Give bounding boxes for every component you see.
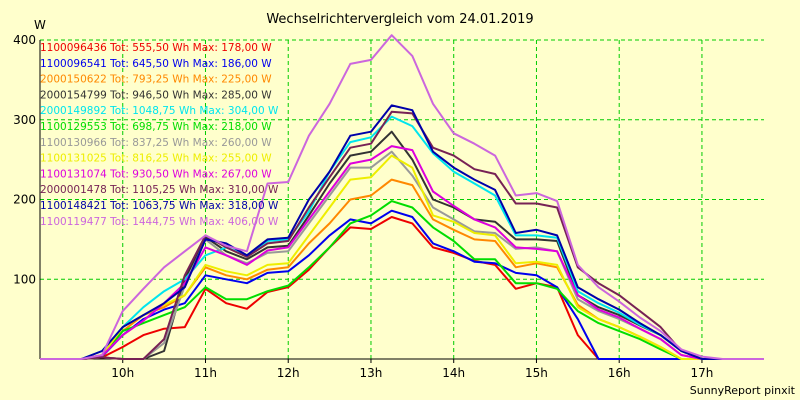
y-tick-label: 100 (13, 272, 36, 286)
legend: 1100096436 Tot: 555,50 Wh Max: 178,00 W 1… (40, 42, 279, 228)
legend-entry: 1100131074 Tot: 930,50 Wh Max: 267,00 W (40, 168, 272, 180)
x-tick-label: 10h (111, 366, 134, 380)
x-tick-label: 14h (442, 366, 465, 380)
legend-entry: 2000154799 Tot: 946,50 Wh Max: 285,00 W (40, 89, 272, 101)
series-line-2000001478 (40, 110, 764, 360)
x-tick-label: 11h (194, 366, 217, 380)
y-tick-labels: 100 200 300 400 (13, 33, 36, 286)
x-tick-labels: 10h 11h 12h 13h 14h 15h 16h 17h (111, 366, 713, 380)
legend-entry: 1100131025 Tot: 816,25 Wh Max: 255,00 W (40, 153, 272, 165)
legend-entry: 1100130966 Tot: 837,25 Wh Max: 260,00 W (40, 137, 272, 149)
series-line-1100096436 (40, 216, 764, 360)
series-lines (40, 34, 764, 360)
series-line-1100129553 (40, 200, 764, 360)
legend-entry: 1100129553 Tot: 698,75 Wh Max: 218,00 W (40, 121, 272, 133)
y-tick-label: 400 (13, 33, 36, 47)
x-tick-label: 12h (277, 366, 300, 380)
series-line-1100096541 (40, 209, 764, 360)
legend-entry: 1100119477 Tot: 1444,75 Wh Max: 406,00 W (40, 216, 279, 228)
y-tick-label: 200 (13, 193, 36, 207)
grid-lines (40, 39, 764, 363)
footer-credit: SunnyReport pinxit (690, 384, 796, 397)
x-tick-label: 15h (525, 366, 548, 380)
legend-entry: 2000149892 Tot: 1048,75 Wh Max: 304,00 W (40, 105, 279, 117)
y-tick-label: 300 (13, 113, 36, 127)
x-tick-label: 13h (360, 366, 383, 380)
x-tick-label: 17h (691, 366, 714, 380)
series-line-1100119477 (40, 34, 764, 360)
legend-entry: 1100096436 Tot: 555,50 Wh Max: 178,00 W (40, 42, 272, 54)
y-axis-label: W (34, 18, 46, 32)
x-tick-label: 16h (608, 366, 631, 380)
legend-entry: 1100096541 Tot: 645,50 Wh Max: 186,00 W (40, 58, 272, 70)
series-line-2000149892 (40, 115, 764, 360)
legend-entry: 1100148421 Tot: 1063,75 Wh Max: 318,00 W (40, 200, 279, 212)
legend-entry: 2000150622 Tot: 793,25 Wh Max: 225,00 W (40, 74, 272, 86)
series-line-2000154799 (40, 130, 764, 360)
chart-title: Wechselrichtervergleich vom 24.01.2019 (266, 12, 533, 27)
legend-entry: 2000001478 Tot: 1105,25 Wh Max: 310,00 W (40, 184, 279, 196)
series-line-1100148421 (40, 104, 764, 360)
